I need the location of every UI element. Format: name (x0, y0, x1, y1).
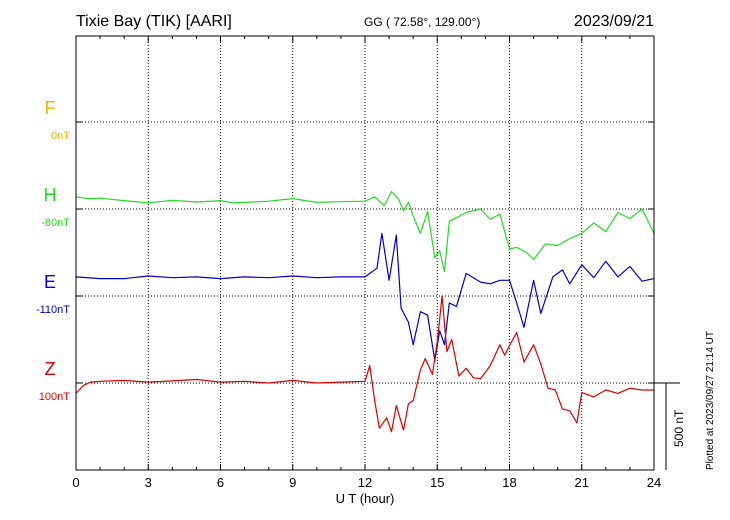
component-f-baseline: 0nT (51, 130, 70, 142)
x-tick-label: 18 (502, 475, 516, 490)
component-f-label: F (45, 98, 56, 118)
component-e-baseline: -110nT (36, 304, 70, 316)
plotted-at-label: Plotted at 2023/09/27 21:14 UT (705, 331, 716, 470)
trace-h (75, 191, 655, 273)
x-axis: 0 3 6 9 12 15 18 21 24 U T (hour) (72, 36, 661, 506)
trace-layer (75, 191, 655, 433)
scale-bar-label: 500 nT (672, 409, 686, 447)
scale-bar: 500 nT (654, 382, 686, 470)
component-labels: F 0nT H -80nT E -110nT Z 100nT (36, 98, 70, 403)
plot-frame (75, 35, 655, 471)
x-tick-label: 15 (430, 475, 444, 490)
component-h-label: H (44, 185, 57, 205)
x-tick-label: 0 (72, 475, 79, 490)
date-label: 2023/09/21 (574, 13, 654, 30)
x-tick-label: 21 (575, 475, 589, 490)
trace-z (75, 295, 654, 433)
component-h-baseline: -80nT (41, 217, 70, 229)
component-z-label: Z (45, 359, 56, 379)
x-tick-label: 9 (289, 475, 296, 490)
x-tick-label: 12 (358, 475, 372, 490)
x-tick-label: 24 (647, 475, 661, 490)
x-tick-label: 6 (217, 475, 224, 490)
coordinates-label: GG ( 72.58°, 129.00°) (364, 15, 480, 29)
component-e-label: E (44, 272, 56, 292)
station-title: Tixie Bay (TIK) [AARI] (76, 13, 232, 30)
component-z-baseline: 100nT (39, 391, 70, 403)
x-tick-label: 3 (145, 475, 152, 490)
plot-grid (76, 36, 654, 470)
x-axis-label: U T (hour) (336, 491, 395, 506)
